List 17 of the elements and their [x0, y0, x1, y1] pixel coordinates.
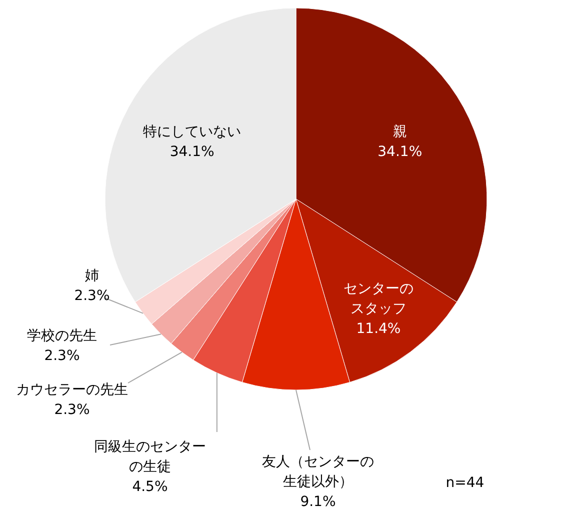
slice-label: 姉 — [85, 268, 99, 284]
data-label: 2.3% — [74, 288, 110, 304]
slice-label: 友人（センターの生徒以外） — [262, 454, 374, 490]
data-label: 34.1% — [170, 144, 214, 160]
slice-label: 学校の先生 — [27, 328, 97, 344]
slice-label: 親 — [392, 124, 407, 140]
slice-label: センターのスタッフ — [344, 281, 414, 318]
data-label: 9.1% — [300, 494, 336, 510]
data-label: 2.3% — [44, 348, 80, 364]
data-label: 2.3% — [54, 402, 90, 418]
slice-label: 同級生のセンターの生徒 — [94, 439, 206, 475]
slice-label: カウセラーの先生 — [16, 382, 128, 398]
data-label: 34.1% — [378, 144, 422, 160]
slice-label: 特にしていない — [143, 124, 242, 140]
data-label: 11.4% — [356, 321, 401, 338]
text: n=44 — [446, 475, 484, 491]
data-label: 4.5% — [132, 479, 168, 495]
